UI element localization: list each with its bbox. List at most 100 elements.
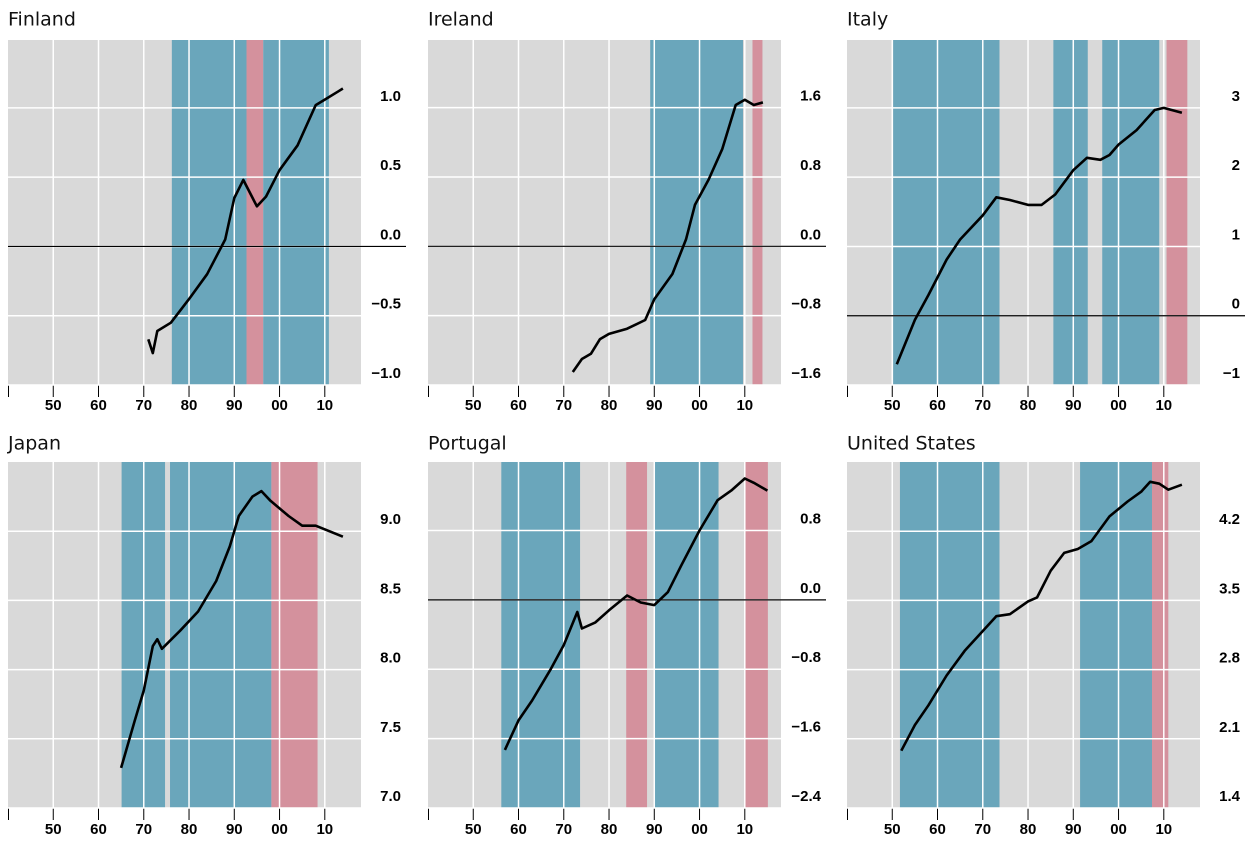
x-tick-label: 80 xyxy=(1020,397,1037,414)
x-tick-label: 50 xyxy=(884,821,901,838)
shaded-period xyxy=(650,40,743,385)
y-tick-label: 0.0 xyxy=(380,226,401,243)
data-line xyxy=(147,87,344,355)
x-tick-label: 70 xyxy=(974,397,991,414)
y-tick-label: 7.5 xyxy=(380,719,401,736)
data-line xyxy=(895,106,1183,365)
x-tick-label: 00 xyxy=(691,397,708,414)
x-tick-label: 80 xyxy=(601,397,618,414)
y-tick-label: 0.8 xyxy=(800,157,821,174)
data-line xyxy=(119,489,344,769)
panel-title: Japan xyxy=(7,433,61,455)
x-tick-label: 60 xyxy=(510,821,527,838)
shaded-period xyxy=(263,40,329,385)
x-tick-label: 80 xyxy=(601,821,618,838)
y-tick-label: 2.8 xyxy=(1219,650,1240,667)
y-tick-label: 1.6 xyxy=(800,88,821,105)
shaded-period xyxy=(246,40,264,385)
x-tick-label: 80 xyxy=(181,821,198,838)
shaded-period xyxy=(1166,40,1188,385)
y-tick-label: 2 xyxy=(1232,157,1240,174)
shaded-period xyxy=(271,462,318,808)
data-line xyxy=(503,477,769,751)
x-tick-label: 70 xyxy=(974,821,991,838)
y-tick-label: 8.5 xyxy=(380,580,401,597)
x-tick-label: 50 xyxy=(884,397,901,414)
y-tick-label: −0.8 xyxy=(791,296,821,313)
x-tick-label: 00 xyxy=(271,821,288,838)
y-tick-label: −0.8 xyxy=(791,649,821,666)
y-tick-label: −1.6 xyxy=(791,365,821,382)
y-tick-label: 1 xyxy=(1232,226,1240,243)
shaded-period xyxy=(1152,462,1169,808)
x-tick-label: 90 xyxy=(1065,821,1082,838)
x-tick-label: 60 xyxy=(90,821,107,838)
x-tick-label: 00 xyxy=(1110,821,1127,838)
panel-title: Ireland xyxy=(428,9,494,31)
shaded-period xyxy=(171,40,247,385)
data-line xyxy=(571,98,764,373)
y-tick-label: 0 xyxy=(1232,296,1240,313)
shaded-period xyxy=(654,462,719,808)
x-tick-label: 10 xyxy=(1155,821,1172,838)
x-tick-label: 90 xyxy=(1065,397,1082,414)
x-tick-label: 80 xyxy=(181,397,198,414)
x-tick-label: 00 xyxy=(691,821,708,838)
shaded-period xyxy=(1080,462,1153,808)
x-tick-label: 00 xyxy=(271,397,288,414)
x-tick-label: 50 xyxy=(45,397,62,414)
x-tick-label: 50 xyxy=(45,821,62,838)
shaded-period xyxy=(744,462,768,808)
x-tick-label: 10 xyxy=(316,821,333,838)
x-tick-label: 60 xyxy=(929,821,946,838)
y-tick-label: 2.1 xyxy=(1219,719,1240,736)
x-tick-label: 90 xyxy=(646,821,663,838)
x-tick-label: 90 xyxy=(226,397,243,414)
shaded-period xyxy=(899,462,1000,808)
x-tick-label: 00 xyxy=(1110,397,1127,414)
x-tick-label: 10 xyxy=(736,397,753,414)
x-tick-label: 70 xyxy=(555,397,572,414)
y-tick-label: 9.0 xyxy=(380,511,401,528)
y-tick-label: 0.5 xyxy=(380,157,401,174)
shaded-period xyxy=(752,40,763,385)
y-tick-label: −0.5 xyxy=(371,296,401,313)
x-tick-label: 70 xyxy=(135,397,152,414)
y-tick-label: 3 xyxy=(1232,88,1240,105)
y-tick-label: −2.4 xyxy=(791,788,821,805)
x-tick-label: 50 xyxy=(465,821,482,838)
y-tick-label: −1 xyxy=(1223,365,1240,382)
x-tick-label: 80 xyxy=(1020,821,1037,838)
y-tick-label: 8.0 xyxy=(380,650,401,667)
y-tick-label: 3.5 xyxy=(1219,580,1240,597)
x-tick-label: 90 xyxy=(226,821,243,838)
x-tick-label: 50 xyxy=(465,397,482,414)
y-tick-label: 7.0 xyxy=(380,788,401,805)
x-tick-label: 60 xyxy=(929,397,946,414)
y-tick-label: 4.2 xyxy=(1219,511,1240,528)
x-tick-label: 70 xyxy=(555,821,572,838)
panel-title: Finland xyxy=(8,9,76,31)
y-tick-label: −1.6 xyxy=(791,719,821,736)
shaded-period xyxy=(1053,40,1088,385)
panel-title: Portugal xyxy=(428,433,507,455)
panel-title: United States xyxy=(847,433,976,455)
y-tick-label: 0.8 xyxy=(800,510,821,527)
x-tick-label: 70 xyxy=(135,821,152,838)
x-tick-label: 60 xyxy=(90,397,107,414)
shaded-period xyxy=(626,462,648,808)
x-tick-label: 60 xyxy=(510,397,527,414)
y-tick-label: 1.0 xyxy=(380,88,401,105)
data-line xyxy=(900,480,1183,752)
y-tick-label: 1.4 xyxy=(1219,788,1241,805)
x-tick-label: 10 xyxy=(736,821,753,838)
panel-title: Italy xyxy=(847,9,888,31)
plot-background xyxy=(428,462,781,808)
y-tick-label: 0.0 xyxy=(800,226,821,243)
x-tick-label: 10 xyxy=(316,397,333,414)
x-tick-label: 10 xyxy=(1155,397,1172,414)
y-tick-label: −1.0 xyxy=(371,365,401,382)
shaded-period xyxy=(1102,40,1160,385)
y-tick-label: 0.0 xyxy=(800,580,821,597)
